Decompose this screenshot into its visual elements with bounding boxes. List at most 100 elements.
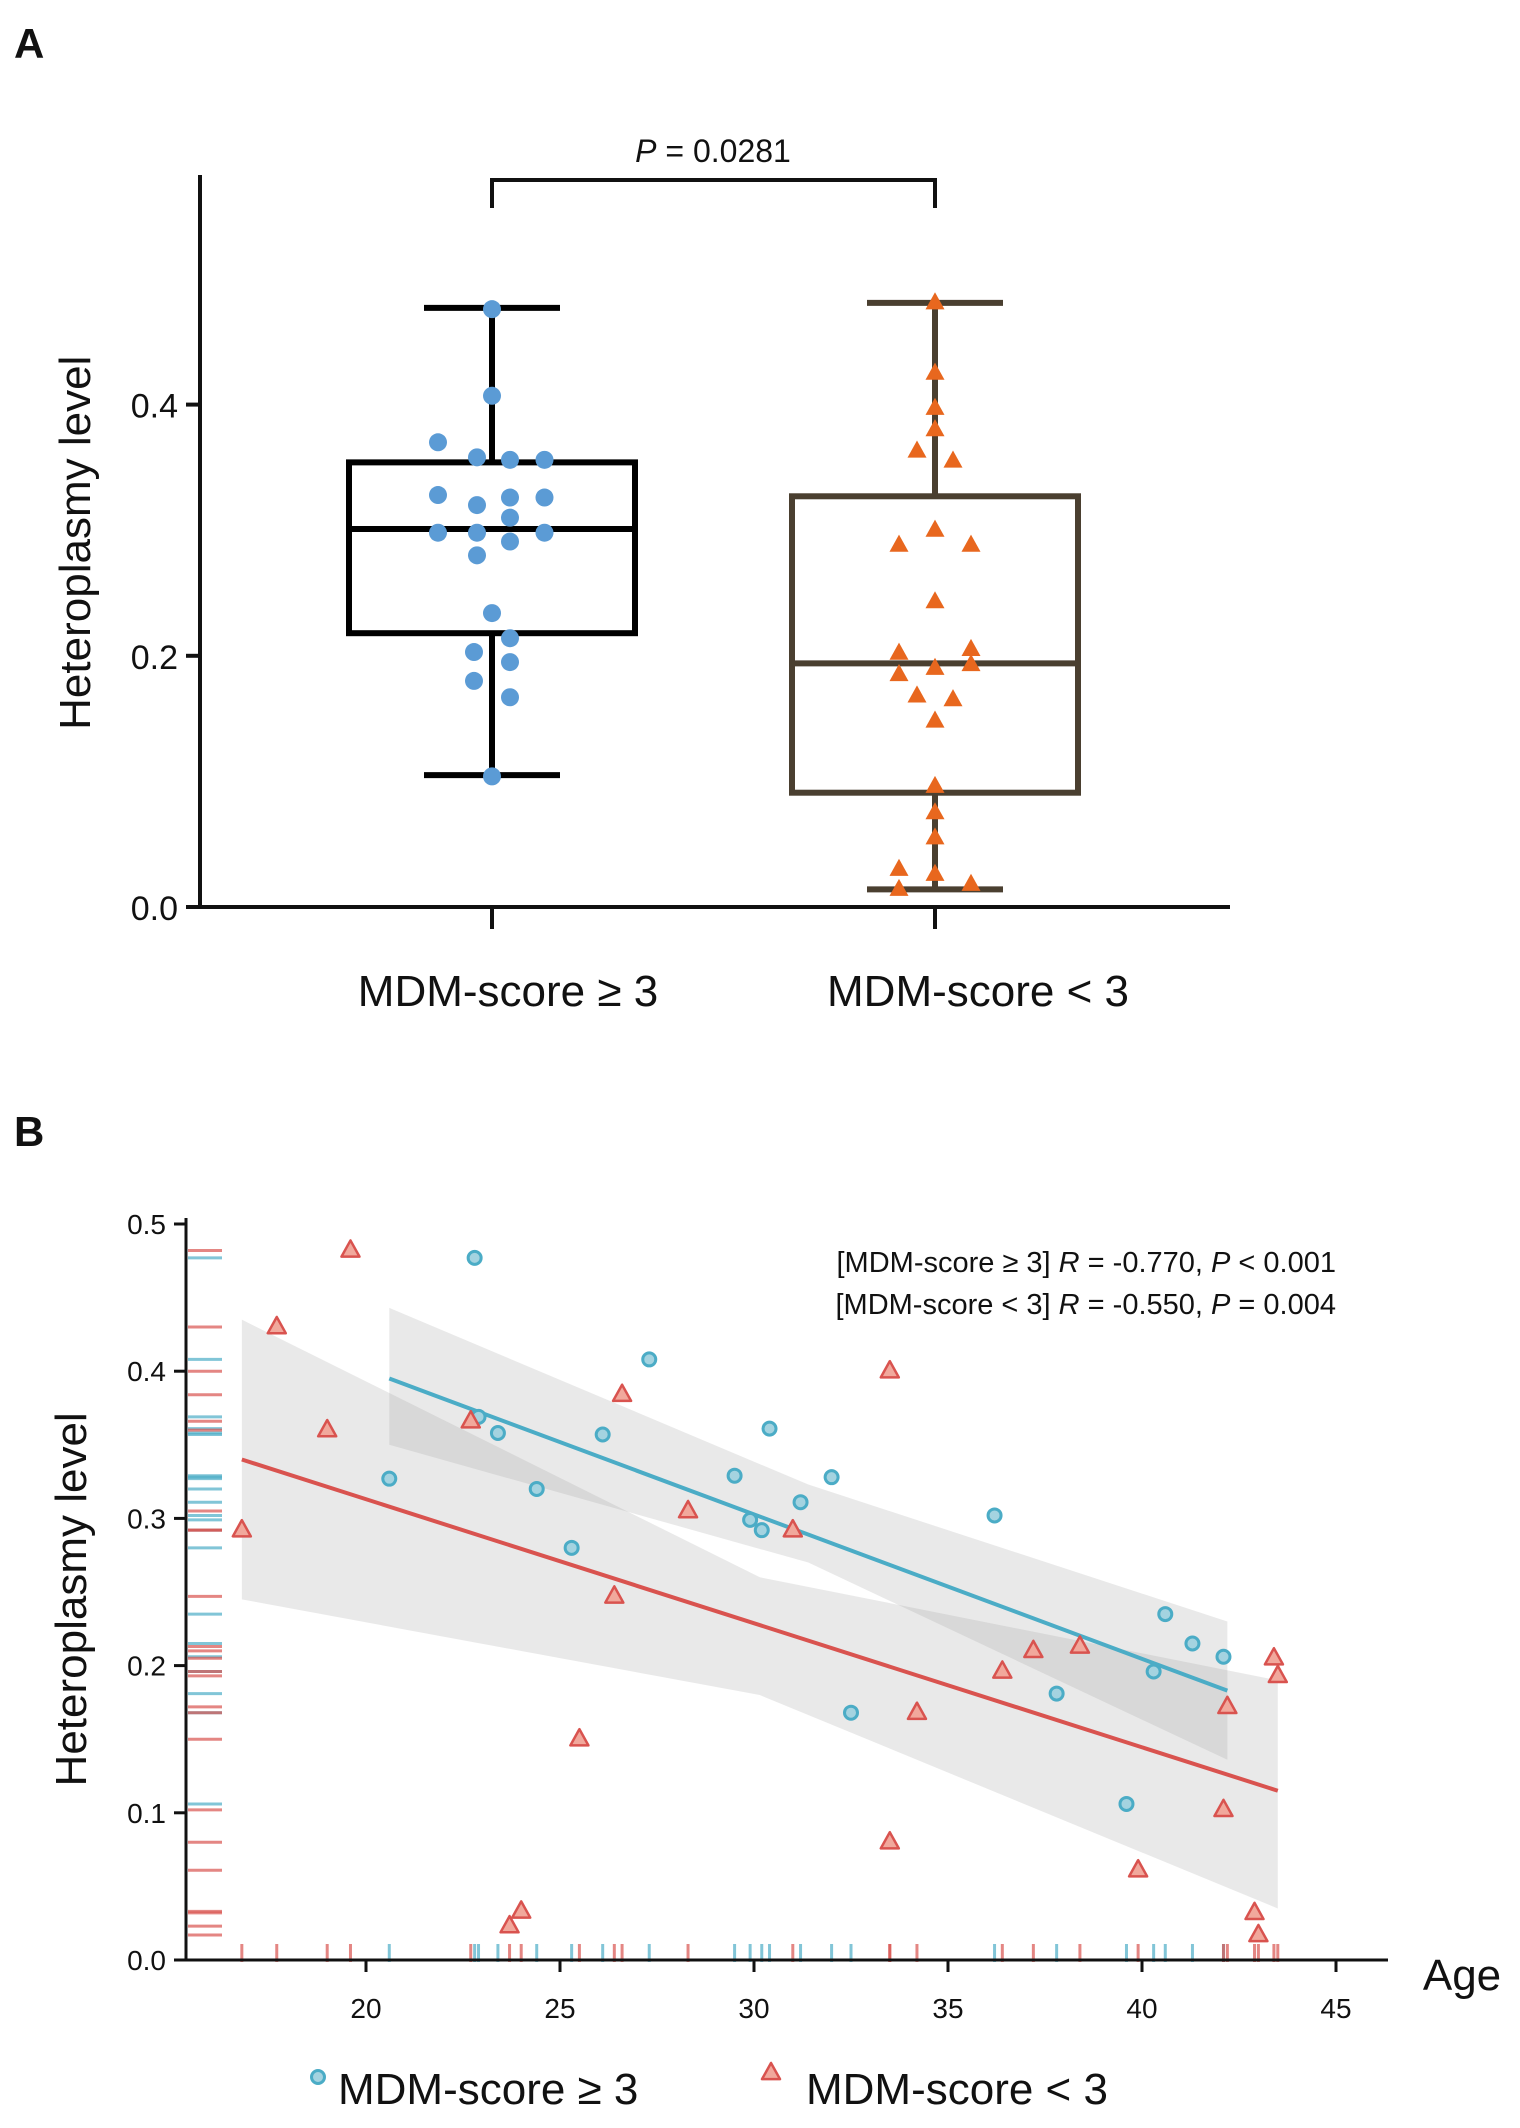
data-point <box>468 546 486 565</box>
data-point <box>961 638 981 657</box>
data-point <box>843 1704 859 1721</box>
data-point <box>266 1315 288 1335</box>
data-point <box>429 433 447 452</box>
data-point <box>316 1418 338 1438</box>
data-point <box>1263 1646 1285 1666</box>
annotation-p-text: < 0.001 <box>1230 1247 1336 1279</box>
x-tick-label: 30 <box>738 1993 769 2024</box>
data-point <box>499 1914 520 1934</box>
data-point <box>465 671 483 690</box>
annotation-r-text: = -0.550, <box>1080 1289 1211 1321</box>
panel-a-chart: 0.0 0.2 0.4 Heteroplasmy level MDM-score ≥ 3… <box>51 133 1230 1016</box>
y-tick-label: 0.3 <box>127 1503 166 1534</box>
p-value-label: P = 0.0281 <box>635 133 791 169</box>
data-point <box>961 873 981 891</box>
data-point <box>483 386 501 405</box>
legend-marker-series-2 <box>760 2061 782 2081</box>
data-point <box>889 664 909 682</box>
y-tick-label: 0.5 <box>127 1209 166 1240</box>
x-axis-title: Age <box>1423 1951 1501 2000</box>
data-point <box>1118 1795 1135 1812</box>
data-point <box>1215 1648 1232 1665</box>
data-point <box>468 496 486 515</box>
panel-b-chart: 0.0 0.1 0.2 0.3 0.4 0.5 20 25 30 35 40 45 Age Heterop… <box>47 1209 1501 2114</box>
data-point <box>535 523 554 542</box>
data-point <box>1157 1606 1174 1623</box>
data-point <box>594 1426 611 1443</box>
data-point <box>1048 1685 1065 1702</box>
data-point <box>483 767 501 786</box>
data-point <box>604 1585 625 1604</box>
data-point <box>1213 1798 1234 1818</box>
data-point <box>925 775 945 793</box>
data-point <box>231 1518 253 1538</box>
regression-line <box>241 1457 1279 1793</box>
x-tick-label: 20 <box>350 1993 381 2024</box>
data-point <box>501 532 519 551</box>
annotation-p-text: = 0.004 <box>1230 1289 1336 1321</box>
data-point <box>925 657 945 675</box>
x-tick-label: MDM-score ≥ 3 <box>358 967 658 1016</box>
legend: MDM-score ≥ 3 MDM-score < 3 <box>310 2061 1108 2114</box>
correlation-annotation: [MDM-score < 3] R = -0.550, P = 0.004 <box>835 1289 1336 1321</box>
box-iqr <box>346 459 638 637</box>
data-point <box>563 1539 580 1556</box>
data-point <box>925 863 945 881</box>
data-point <box>761 1420 778 1437</box>
data-point <box>879 1359 901 1379</box>
regression-line <box>388 1376 1229 1693</box>
data-point <box>907 440 927 458</box>
y-tick-label: 0.0 <box>131 890 178 928</box>
data-point <box>889 642 909 660</box>
data-point <box>460 1409 482 1429</box>
data-point <box>483 604 501 623</box>
data-point <box>925 710 945 728</box>
y-axis-title: Heteroplasmy level <box>47 1412 96 1786</box>
data-point <box>501 688 519 707</box>
data-point <box>1248 1923 1269 1943</box>
x-tick-label: 45 <box>1320 1993 1351 2024</box>
data-point <box>782 1518 804 1538</box>
data-point <box>489 1425 506 1442</box>
x-tick-label: 35 <box>932 1993 963 2024</box>
data-point <box>925 362 945 380</box>
y-tick-label: 0.1 <box>127 1798 166 1829</box>
data-point <box>889 878 909 896</box>
data-point <box>677 1499 699 1519</box>
data-point <box>569 1727 590 1747</box>
legend-label-series-1: MDM-score ≥ 3 <box>338 2065 638 2114</box>
legend-marker-series-1 <box>310 2069 326 2085</box>
data-point <box>1145 1663 1162 1680</box>
data-point <box>925 827 945 845</box>
data-point <box>823 1469 840 1486</box>
data-point <box>925 419 945 437</box>
x-tick-label: 25 <box>544 1993 575 2024</box>
data-point <box>501 488 519 507</box>
x-tick-label: MDM-score < 3 <box>827 967 1129 1016</box>
box-iqr <box>789 493 1081 796</box>
data-point <box>381 1470 398 1487</box>
data-point <box>465 643 483 662</box>
data-point <box>742 1511 759 1528</box>
data-point <box>925 397 945 415</box>
legend-label-series-2: MDM-score < 3 <box>806 2065 1108 2114</box>
y-axis-title: Heteroplasmy level <box>51 356 100 730</box>
y-tick-label: 0.0 <box>127 1945 166 1976</box>
data-point <box>501 450 519 469</box>
data-point <box>906 1701 928 1721</box>
y-tick-label: 0.2 <box>127 1651 166 1682</box>
data-point <box>925 591 945 609</box>
data-point <box>986 1507 1003 1524</box>
annotation-r-label: R <box>1059 1247 1080 1279</box>
data-point <box>528 1480 545 1497</box>
data-point <box>611 1383 633 1403</box>
data-point <box>889 858 909 876</box>
data-point <box>1069 1635 1091 1654</box>
data-point <box>468 523 486 542</box>
annotation-p-label: P <box>1211 1289 1231 1321</box>
data-point <box>943 689 963 707</box>
data-point <box>1267 1664 1289 1684</box>
data-point <box>535 450 554 469</box>
x-tick-label: 40 <box>1126 1993 1157 2024</box>
